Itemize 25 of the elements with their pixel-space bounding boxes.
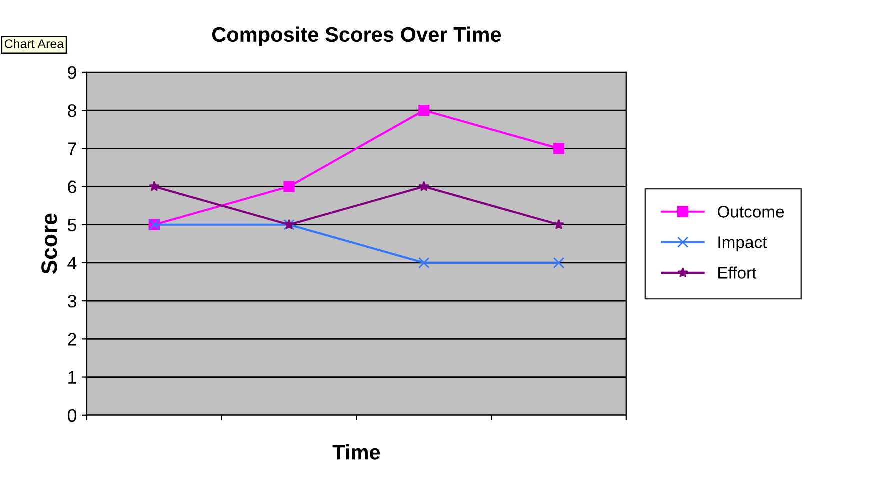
legend-label: Impact <box>718 236 768 252</box>
y-tick-label: 1 <box>68 371 76 384</box>
point <box>418 181 430 192</box>
x-axis-title: Time <box>332 444 380 460</box>
y-tick-label: 4 <box>68 257 77 270</box>
y-tick-label: 8 <box>68 104 76 118</box>
y-tick-label: 9 <box>68 66 76 80</box>
y-tick-label: 2 <box>68 333 76 346</box>
point <box>554 219 564 230</box>
chart-title: Composite Scores Over Time <box>212 26 502 46</box>
y-tick-label: 5 <box>68 218 77 232</box>
point <box>418 104 430 116</box>
y-tick-label: 0 <box>68 409 77 422</box>
legend-label: Outcome <box>718 206 784 218</box>
legend-label: Effort <box>718 266 757 279</box>
y-tick-label: 3 <box>68 295 76 308</box>
y-axis-title: Score <box>42 214 58 274</box>
point <box>553 257 565 269</box>
point <box>418 257 430 269</box>
point <box>553 143 565 154</box>
y-tick-label: 7 <box>68 142 76 156</box>
point <box>284 181 295 192</box>
text: Chart Area <box>4 39 64 48</box>
point <box>149 181 160 192</box>
y-tick-label: 6 <box>68 180 76 194</box>
